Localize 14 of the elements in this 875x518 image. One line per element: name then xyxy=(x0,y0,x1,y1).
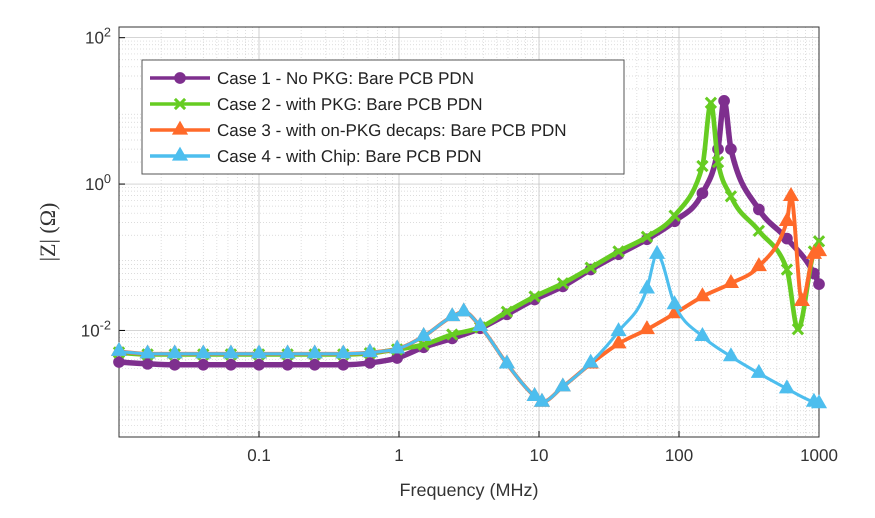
y-tick-label: 10$^{0}$ xyxy=(84,170,111,194)
y-tick-label: 10$^{2}$ xyxy=(84,24,111,48)
x-tick-label: 10 xyxy=(530,446,548,466)
y-tick-label: 10$^{-2}$ xyxy=(80,316,111,340)
x-tick-label: 0.1 xyxy=(247,446,271,466)
x-tick-label: 1 xyxy=(394,446,404,466)
x-tick-label: 1000 xyxy=(800,446,838,466)
legend-label: Case 4 - with Chip: Bare PCB PDN xyxy=(217,146,482,166)
x-tick-label: 100 xyxy=(664,446,694,466)
legend-label: Case 2 - with PKG: Bare PCB PDN xyxy=(217,94,482,114)
x-axis-title: Frequency (MHz) xyxy=(399,480,539,500)
legend-label: Case 3 - with on-PKG decaps: Bare PCB PDN xyxy=(217,120,567,140)
y-axis-title: |Z| (Ω) xyxy=(35,202,60,262)
legend-label: Case 1 - No PKG: Bare PCB PDN xyxy=(217,68,474,88)
